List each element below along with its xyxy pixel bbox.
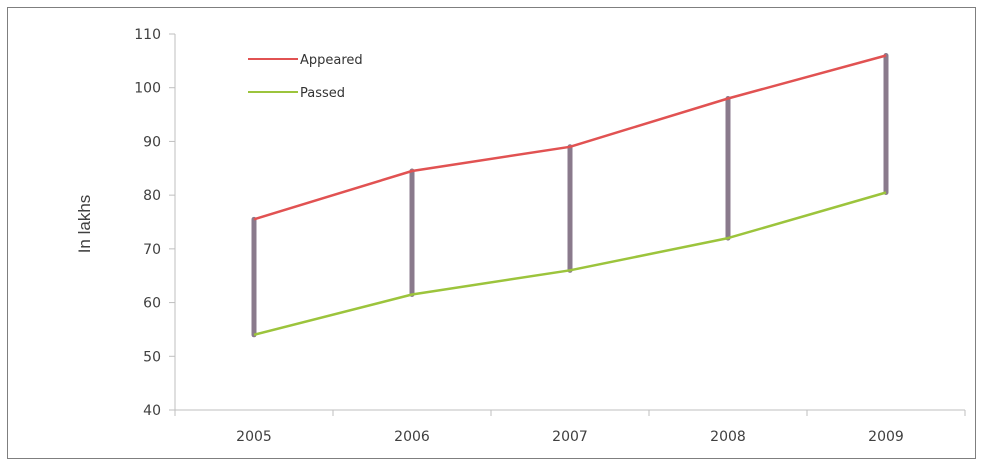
legend-label: Passed [300, 86, 345, 101]
chart-frame: 40 50 60 70 80 90 100 110 2005 2006 2007 2008 2009 … [7, 7, 976, 459]
y-axis-ticks: 40 50 60 70 80 90 100 110 [134, 27, 175, 419]
y-tick-label: 110 [134, 27, 161, 43]
y-tick-label: 70 [143, 242, 161, 258]
x-tick-label: 2009 [868, 429, 904, 445]
x-tick-label: 2006 [394, 429, 430, 445]
series-lines [253, 54, 887, 337]
y-tick-label: 100 [134, 81, 161, 97]
x-tick-label: 2008 [710, 429, 746, 445]
y-tick-label: 60 [143, 296, 161, 312]
y-tick-label: 80 [143, 188, 161, 204]
gap-markers [251, 52, 889, 338]
series-line-passed [253, 191, 887, 337]
x-tick-label: 2005 [236, 429, 272, 445]
series-line-appeared [253, 54, 887, 221]
y-tick-label: 50 [143, 349, 161, 365]
x-axis-ticks: 2005 2006 2007 2008 2009 [174, 410, 966, 445]
legend: Appeared Passed [248, 53, 363, 101]
x-tick-label: 2007 [552, 429, 588, 445]
legend-label: Appeared [300, 53, 363, 68]
y-tick-label: 40 [143, 403, 161, 419]
y-tick-label: 90 [143, 134, 161, 150]
y-axis-title: In lakhs [75, 195, 94, 254]
